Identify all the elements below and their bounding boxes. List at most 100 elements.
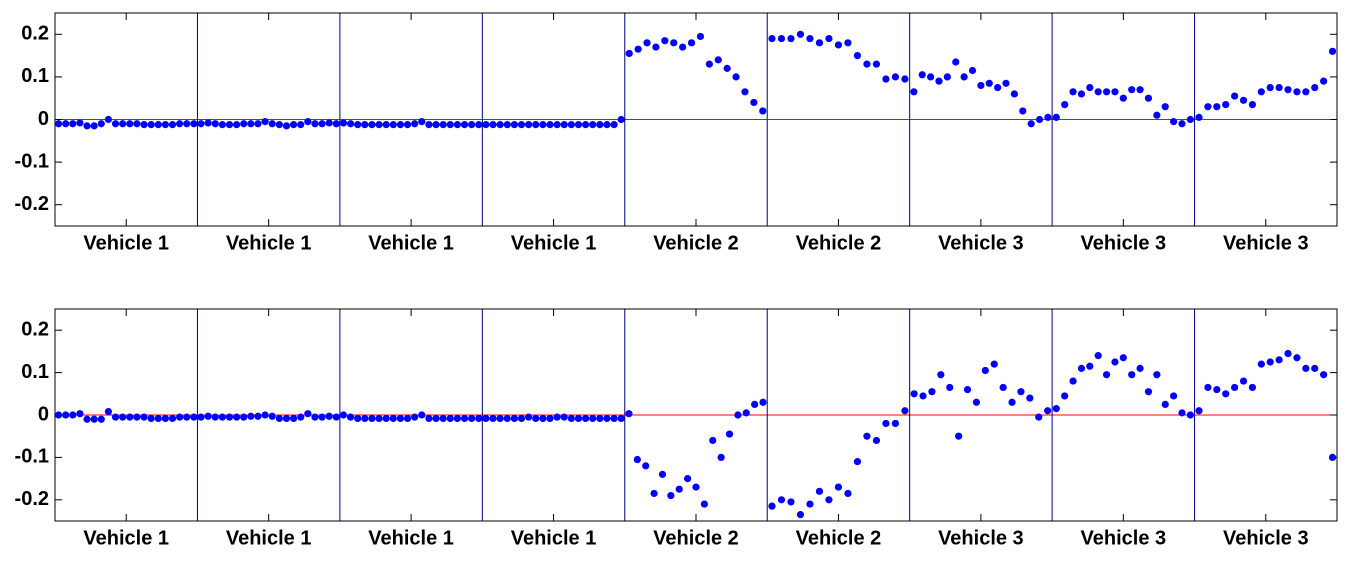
axes-frame xyxy=(54,12,1338,227)
point xyxy=(1284,349,1292,358)
point xyxy=(741,88,749,96)
point xyxy=(1094,352,1102,360)
point xyxy=(751,400,759,408)
point xyxy=(1069,377,1077,385)
point xyxy=(204,119,212,127)
point xyxy=(625,49,633,58)
point xyxy=(90,415,98,423)
point xyxy=(768,34,776,43)
point xyxy=(1248,383,1257,392)
x-tick-label: Vehicle 1 xyxy=(511,527,597,549)
point xyxy=(126,413,134,421)
point xyxy=(1266,358,1274,366)
point xyxy=(1144,388,1153,396)
point xyxy=(714,56,722,64)
point xyxy=(1017,388,1025,396)
point xyxy=(268,412,276,420)
point xyxy=(1026,394,1034,402)
point xyxy=(475,414,483,422)
point xyxy=(546,121,554,129)
point xyxy=(346,120,355,128)
point xyxy=(460,414,469,422)
point xyxy=(147,414,155,422)
x-tick-label: Vehicle 3 xyxy=(1223,527,1309,549)
point xyxy=(981,366,989,375)
point xyxy=(361,121,369,129)
point xyxy=(1186,115,1194,124)
point xyxy=(768,502,776,510)
point xyxy=(439,121,447,129)
point xyxy=(1102,88,1111,96)
x-tick-label: Vehicle 1 xyxy=(511,232,597,254)
point xyxy=(1213,103,1221,111)
point xyxy=(532,414,540,422)
point xyxy=(304,118,312,126)
point xyxy=(176,413,184,421)
point xyxy=(311,413,319,421)
point xyxy=(670,39,678,47)
point xyxy=(1257,360,1265,368)
point xyxy=(539,414,547,422)
point xyxy=(1086,83,1094,92)
point xyxy=(453,121,462,129)
point xyxy=(233,413,241,421)
point xyxy=(76,410,84,418)
point xyxy=(54,411,63,419)
point xyxy=(844,39,852,47)
point xyxy=(553,413,561,421)
point xyxy=(589,121,597,129)
point xyxy=(176,120,184,128)
point xyxy=(1061,392,1069,400)
x-tick-label: Vehicle 1 xyxy=(226,232,312,254)
point xyxy=(247,412,255,420)
point xyxy=(582,121,590,129)
point xyxy=(1086,362,1094,370)
point xyxy=(1069,88,1077,96)
point xyxy=(1119,354,1127,362)
point xyxy=(1231,92,1239,100)
point xyxy=(197,413,205,421)
point xyxy=(927,73,935,81)
point xyxy=(1044,407,1052,415)
point xyxy=(937,371,945,379)
y-tick-label: 0.2 xyxy=(21,318,49,340)
point xyxy=(1328,47,1337,55)
point xyxy=(339,411,348,419)
point xyxy=(918,71,926,79)
point xyxy=(218,413,226,421)
point xyxy=(1052,113,1060,121)
point xyxy=(1128,86,1136,94)
point xyxy=(679,43,687,51)
point xyxy=(955,432,963,440)
point xyxy=(1302,88,1310,96)
point xyxy=(603,414,611,422)
point xyxy=(546,414,554,422)
point xyxy=(1010,90,1019,98)
point xyxy=(111,413,120,421)
point xyxy=(1275,356,1283,364)
point xyxy=(634,45,642,53)
point xyxy=(140,121,148,129)
point xyxy=(872,60,881,68)
point xyxy=(692,483,700,491)
y-tick-label: 0.1 xyxy=(21,361,49,383)
point xyxy=(742,409,750,417)
x-tick-label: Vehicle 3 xyxy=(938,527,1024,549)
point xyxy=(425,121,433,129)
point xyxy=(482,414,490,422)
point xyxy=(617,414,625,422)
point xyxy=(734,411,742,419)
x-tick-label: Vehicle 2 xyxy=(796,232,882,254)
point xyxy=(119,413,127,421)
point xyxy=(796,30,805,38)
point xyxy=(759,398,767,406)
x-tick-label: Vehicle 1 xyxy=(368,527,454,549)
point xyxy=(539,121,547,129)
point xyxy=(375,121,383,129)
point xyxy=(318,413,326,421)
point xyxy=(211,120,219,128)
point xyxy=(977,81,985,90)
point xyxy=(1002,79,1010,87)
x-tick-label: Vehicle 2 xyxy=(653,527,739,549)
point xyxy=(297,121,305,129)
